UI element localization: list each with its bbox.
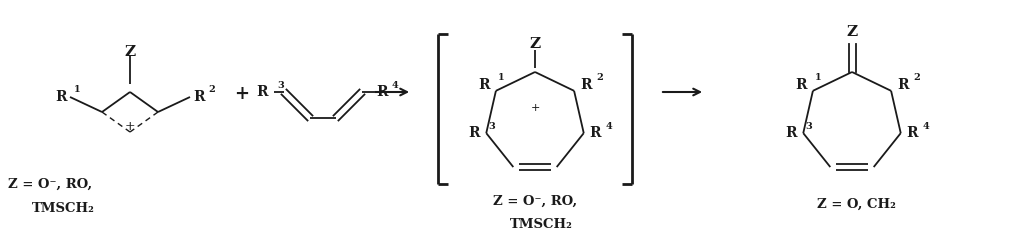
Text: Z = O⁻, RO,: Z = O⁻, RO, [8, 177, 92, 191]
Text: R: R [55, 90, 67, 104]
Text: Z = O⁻, RO,: Z = O⁻, RO, [493, 194, 578, 207]
Text: 2: 2 [208, 85, 215, 94]
Text: TMSCH₂: TMSCH₂ [510, 217, 572, 231]
Text: R: R [796, 78, 807, 92]
Text: 3: 3 [488, 122, 495, 131]
Text: R: R [376, 85, 387, 99]
Text: R: R [193, 90, 205, 104]
Text: R: R [469, 126, 480, 140]
Text: R: R [580, 78, 592, 92]
Text: 1: 1 [815, 73, 821, 82]
Text: 4: 4 [392, 81, 398, 90]
Text: TMSCH₂: TMSCH₂ [32, 202, 95, 214]
Text: 3: 3 [278, 81, 284, 90]
Text: 1: 1 [498, 73, 505, 82]
Text: R: R [897, 78, 908, 92]
Text: Z: Z [529, 37, 541, 51]
Text: 4: 4 [923, 122, 930, 131]
Text: +: + [234, 85, 250, 103]
Text: 3: 3 [805, 122, 812, 131]
Text: +: + [125, 120, 135, 132]
Text: Z: Z [847, 25, 857, 39]
Text: 1: 1 [74, 85, 81, 94]
Text: R: R [478, 78, 489, 92]
Text: 2: 2 [913, 73, 920, 82]
Text: R: R [590, 126, 601, 140]
Text: R: R [256, 85, 268, 99]
Text: R: R [906, 126, 919, 140]
Text: Z = O, CH₂: Z = O, CH₂ [817, 197, 896, 211]
Text: +: + [530, 103, 540, 113]
Text: Z: Z [125, 45, 135, 59]
Text: R: R [785, 126, 798, 140]
Text: 4: 4 [606, 122, 612, 131]
Text: 2: 2 [596, 73, 603, 82]
